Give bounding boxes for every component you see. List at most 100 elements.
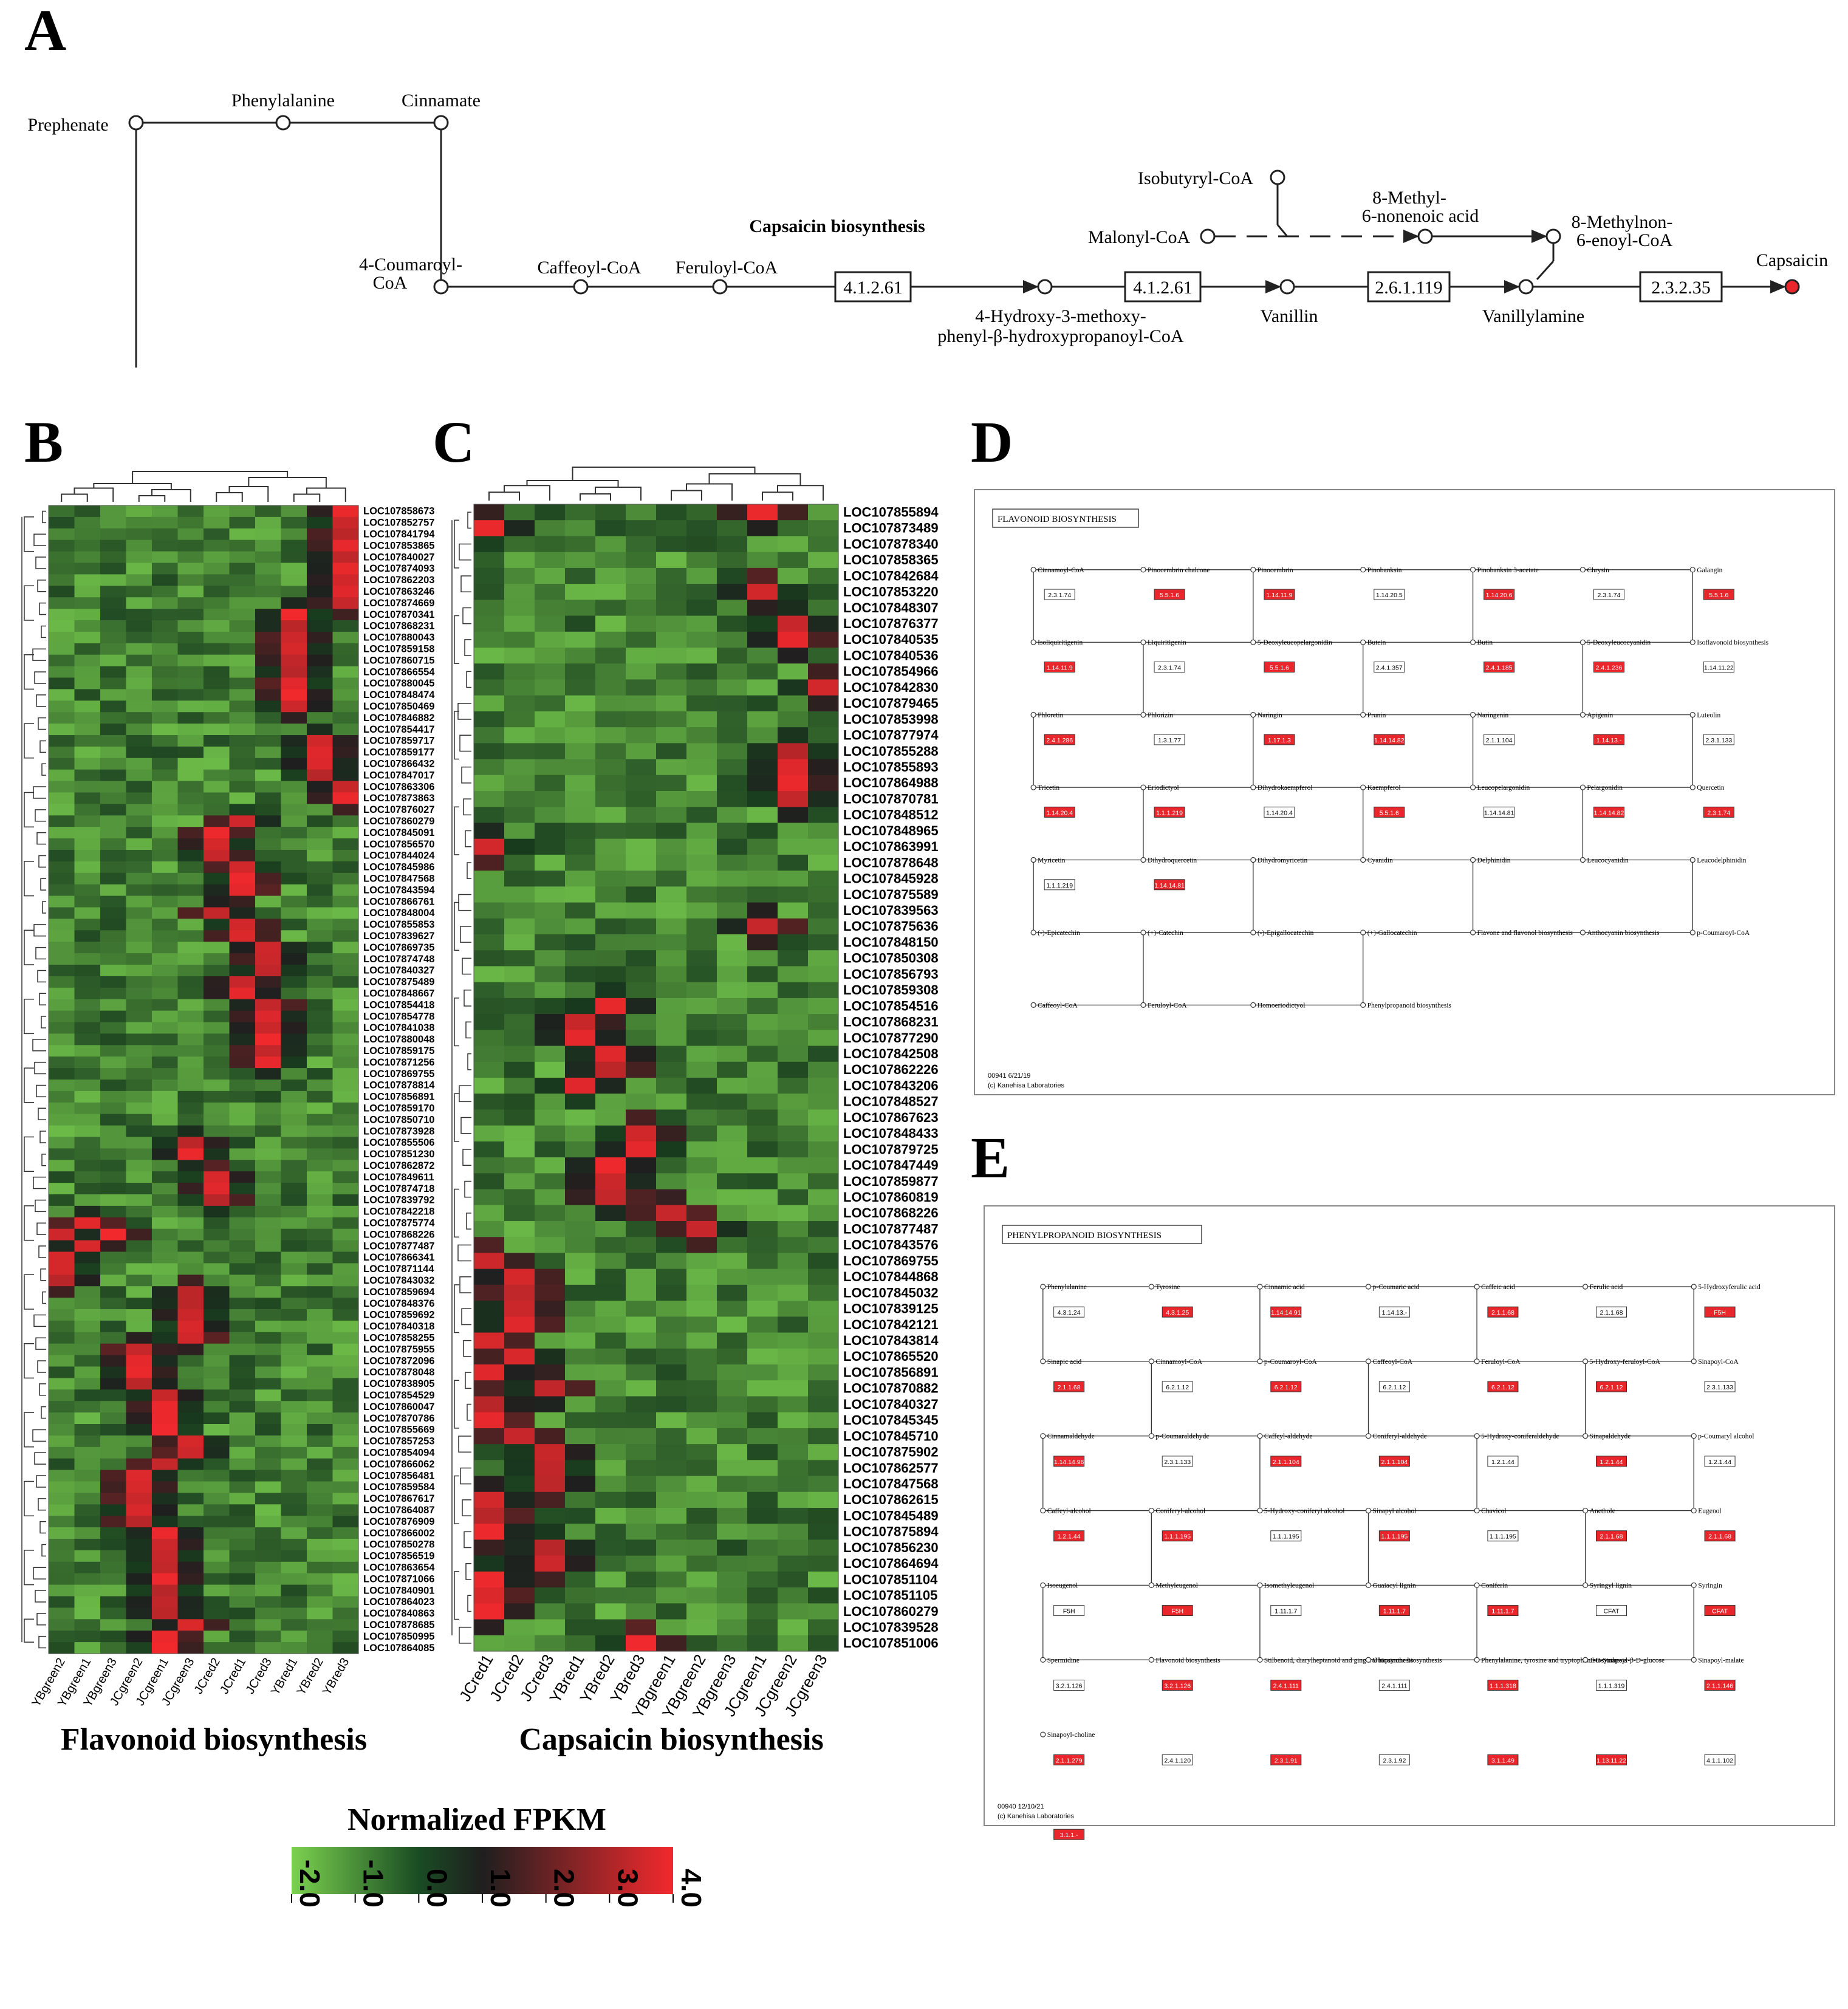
heatmap-cell [595, 1093, 626, 1111]
heatmap-cell [307, 1619, 334, 1631]
row-branch [462, 957, 471, 975]
heatmap-cell [100, 1240, 127, 1253]
heatmap-cell [74, 1090, 101, 1103]
kegg-compound-node [1257, 1358, 1263, 1364]
heatmap-cell [204, 884, 230, 897]
heatmap-cell [281, 1137, 307, 1149]
row-branch-upper [24, 1343, 34, 1379]
heatmap-cell [747, 1093, 778, 1111]
heatmap-cell [126, 700, 152, 713]
row-branch [39, 740, 46, 753]
gene-label: LOC107840327 [363, 965, 434, 976]
arrow-4 [1770, 280, 1786, 293]
kegg-compound-label: Feruloyl-CoA [1481, 1358, 1521, 1366]
heatmap-cell [686, 950, 717, 967]
kegg-compound-node [1470, 857, 1476, 863]
gene-label: LOC107843032 [363, 1275, 434, 1286]
heatmap-cell [74, 1573, 101, 1586]
heatmap-cell [656, 886, 687, 903]
heatmap-cell [152, 1493, 179, 1505]
heatmap-cell [595, 1173, 626, 1190]
gene-label: LOC107842684 [843, 568, 939, 583]
heatmap-cell [255, 1343, 282, 1356]
gene-label: LOC107855853 [363, 919, 434, 930]
heatmap-cell [626, 1396, 657, 1413]
row-branch [32, 648, 46, 661]
heatmap-cell [255, 1435, 282, 1448]
heatmap-cell [686, 648, 717, 664]
heatmap-cell [177, 1527, 204, 1539]
heatmap-cell [177, 907, 204, 919]
kegg-footer-1: 00940 12/10/21 [998, 1803, 1044, 1810]
heatmap-cell [204, 666, 230, 679]
heatmap-cell [255, 1642, 282, 1654]
gene-label: LOC107857253 [363, 1436, 434, 1447]
heatmap-cell [778, 615, 809, 632]
heatmap-cell [717, 711, 748, 728]
kegg-enzyme-box [1264, 734, 1295, 745]
heatmap-cell [255, 724, 282, 736]
heatmap-cell [565, 727, 596, 744]
heatmap-cell [747, 1284, 778, 1301]
kegg-compound-node [1579, 929, 1586, 936]
heatmap-cell [177, 1596, 204, 1608]
heatmap-cell [565, 520, 596, 537]
heatmap-cell [255, 1527, 282, 1539]
heatmap-cell [74, 1412, 101, 1425]
heatmap-cell [126, 1596, 152, 1608]
heatmap-caption: Flavonoid biosynthesis [61, 1722, 367, 1757]
heatmap-cell [74, 1446, 101, 1459]
heatmap-cell [74, 1045, 101, 1057]
kegg-compound-node [1148, 1358, 1154, 1364]
heatmap-cell [126, 1561, 152, 1574]
heatmap-cell [281, 516, 307, 529]
heatmap-cell [332, 861, 359, 874]
heatmap-cell [686, 1221, 717, 1237]
gene-label: LOC107862872 [363, 1160, 434, 1171]
heatmap-cell [177, 1137, 204, 1149]
heatmap-cell [74, 1251, 101, 1264]
heatmap-cell [281, 1539, 307, 1551]
heatmap-cell [281, 1275, 307, 1287]
heatmap-cell [177, 1343, 204, 1356]
heatmap-cell [126, 1171, 152, 1183]
heatmap-cell [332, 1527, 359, 1539]
heatmap-cell [778, 1078, 809, 1094]
heatmap-cell [100, 758, 127, 770]
gene-label: LOC107838905 [363, 1378, 434, 1389]
heatmap-cell [565, 1189, 596, 1206]
heatmap-cell [808, 1539, 839, 1556]
kegg-enzyme-label: 2.4.1.286 [1046, 737, 1073, 744]
heatmap-cell [626, 1061, 657, 1078]
heatmap-cell [177, 516, 204, 529]
heatmap-cell [504, 1093, 535, 1111]
row-branch [40, 878, 46, 891]
row-branch [465, 1372, 471, 1389]
heatmap-cell [535, 1284, 566, 1301]
heatmap-cell [717, 1125, 748, 1142]
heatmap-cell [717, 982, 748, 999]
heatmap-cell [126, 861, 152, 874]
heatmap-cell [49, 1068, 75, 1080]
heatmap-cell [332, 1194, 359, 1206]
heatmap-cell [747, 695, 778, 712]
heatmap-cell [307, 930, 334, 942]
heatmap-cell [229, 666, 256, 679]
gene-label: LOC107856230 [843, 1540, 939, 1555]
heatmap-cell [535, 552, 566, 569]
heatmap-cell [229, 1205, 256, 1218]
heatmap-cell [717, 648, 748, 664]
heatmap-cell [49, 1355, 75, 1367]
heatmap-cell [49, 539, 75, 552]
heatmap-cell [474, 1316, 505, 1333]
row-branch [462, 1499, 471, 1516]
heatmap-cell [595, 1380, 626, 1397]
heatmap-cell [332, 597, 359, 609]
heatmap-cell [504, 1332, 535, 1349]
heatmap-cell [229, 1493, 256, 1505]
kegg-compound-label: Phenylalanine, tyrosine and tryptophan b… [1481, 1657, 1627, 1664]
heatmap-cell [204, 712, 230, 724]
heatmap-cell [656, 1301, 687, 1317]
heatmap-cell [626, 1221, 657, 1237]
heatmap-cell [126, 1504, 152, 1516]
